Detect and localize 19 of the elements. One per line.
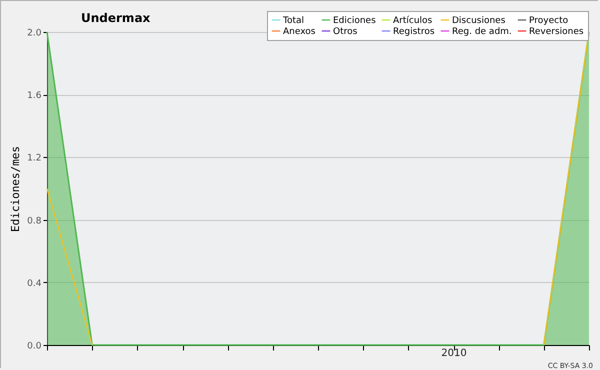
- legend-label: Otros: [333, 27, 358, 37]
- legend-label: Reversiones: [529, 27, 584, 37]
- legend-label: Discusiones: [452, 16, 506, 26]
- text: 2010: [441, 348, 467, 359]
- legend-label: Proyecto: [529, 16, 569, 26]
- y-tick-label: 1.6: [27, 91, 42, 102]
- legend-label: Artículos: [393, 15, 433, 26]
- legend-label: Ediciones: [333, 16, 376, 26]
- legend-label: Reg. de adm.: [452, 27, 512, 37]
- legend-label: Registros: [393, 27, 435, 37]
- legend-label: Anexos: [283, 27, 316, 37]
- y-tick-label: 2.0: [27, 28, 42, 38]
- y-tick-label: 0.0: [27, 342, 42, 352]
- legend-label: Total: [282, 16, 304, 26]
- y-axis-title: Ediciones/mes: [9, 146, 22, 232]
- y-tick-label: 0.4: [27, 278, 42, 289]
- chart-title: Undermax: [81, 11, 151, 25]
- y-tick-label: 1.2: [27, 154, 42, 164]
- y-tick-label: 0.8: [27, 216, 42, 226]
